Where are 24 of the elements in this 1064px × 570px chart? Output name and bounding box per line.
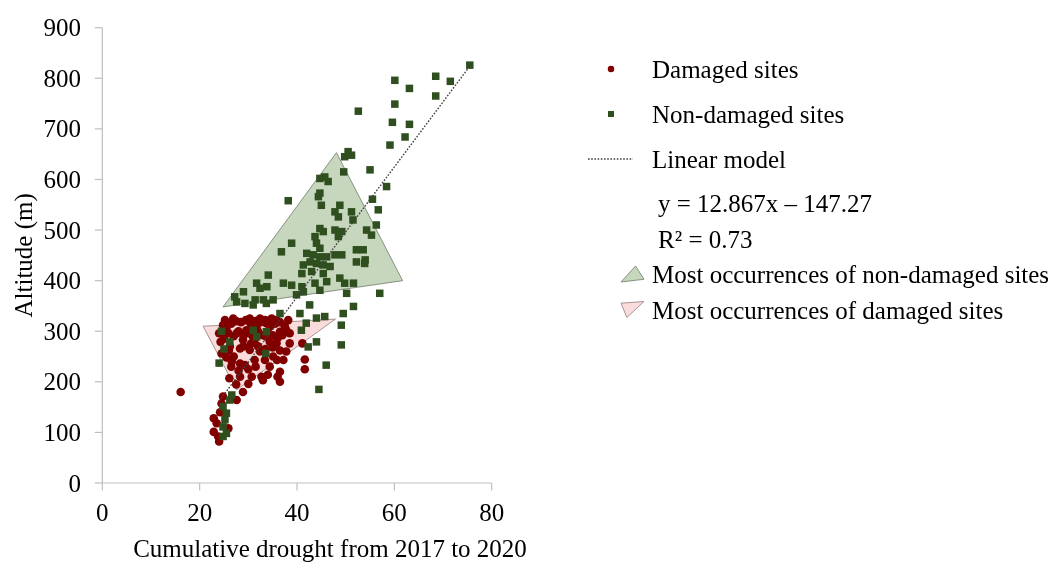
legend-label: Damaged sites [652, 55, 799, 83]
y-tick-label: 300 [43, 317, 81, 345]
x-axis-title: Cumulative drought from 2017 to 2020 [133, 535, 527, 562]
y-tick-label: 200 [43, 368, 81, 396]
y-tick-label: 700 [43, 115, 81, 143]
y-axis-title: Altitude (m) [9, 193, 38, 318]
text: y = 12.867x – 147.27 [658, 189, 873, 217]
y-tick-label: 400 [43, 267, 81, 295]
x-tick-label: 20 [187, 499, 213, 526]
y-tick-label: 100 [43, 418, 81, 446]
legend-label: Linear model [652, 145, 787, 173]
x-tick-label: 40 [284, 499, 310, 526]
y-tick-label: 900 [43, 14, 81, 42]
x-tick-label: 60 [381, 499, 407, 526]
y-tick-label: 600 [43, 165, 81, 193]
text: R² = 0.73 [658, 225, 753, 252]
legend-label: Most occurrences of damaged sites [652, 296, 1004, 323]
y-tick-label: 0 [68, 469, 81, 497]
y-tick-label: 500 [43, 216, 81, 244]
x-tick-label: 0 [96, 499, 109, 526]
x-tick-label: 80 [479, 499, 505, 526]
y-tick-label: 800 [43, 64, 81, 92]
legend-label: Most occurrences of non-damaged sites [652, 260, 1050, 288]
legend-label: Non-damaged sites [652, 100, 845, 128]
